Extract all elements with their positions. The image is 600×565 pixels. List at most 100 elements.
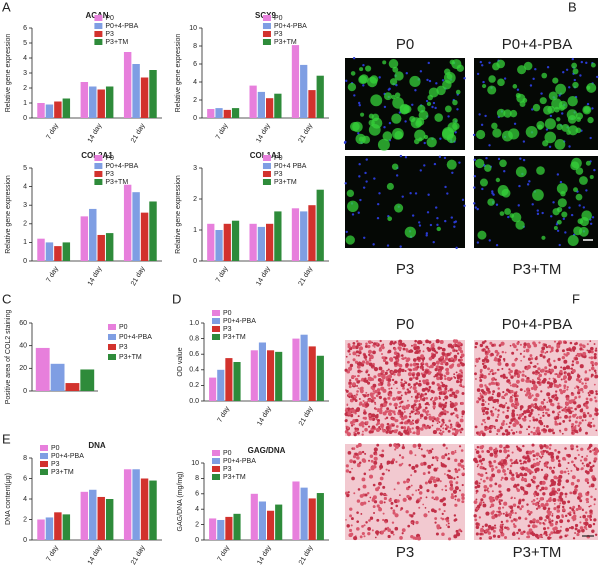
- cell: [415, 500, 420, 504]
- cell: [449, 483, 453, 487]
- cell: [360, 513, 363, 515]
- cell: [444, 424, 447, 426]
- cell: [497, 534, 501, 539]
- cell: [530, 408, 534, 412]
- cell: [459, 374, 463, 378]
- cell: [451, 428, 455, 431]
- cell: [553, 225, 558, 230]
- cell: [456, 532, 461, 537]
- cell: [401, 344, 404, 347]
- cell: [379, 464, 384, 469]
- cell: [457, 341, 462, 346]
- cell: [524, 517, 528, 521]
- nucleus: [359, 198, 362, 202]
- cell: [453, 349, 456, 352]
- cell: [575, 167, 584, 175]
- cell: [412, 443, 417, 448]
- cell: [482, 467, 485, 470]
- cell: [446, 159, 457, 170]
- cell: [516, 531, 519, 535]
- nucleus: [534, 68, 537, 71]
- cell: [408, 377, 413, 381]
- cell: [454, 469, 459, 474]
- nucleus: [552, 201, 555, 204]
- cell: [441, 455, 446, 460]
- fluorescence-image: [343, 56, 466, 151]
- cell: [549, 467, 552, 470]
- cell: [379, 339, 382, 343]
- nucleus: [428, 79, 432, 83]
- cell: [348, 533, 353, 538]
- cell: [434, 396, 438, 401]
- cell: [372, 383, 377, 388]
- cell: [553, 365, 558, 369]
- bar: [300, 487, 308, 540]
- cell: [354, 375, 357, 378]
- cell: [441, 512, 444, 515]
- cell: [350, 414, 354, 418]
- cell: [372, 497, 376, 501]
- cell: [567, 115, 577, 124]
- cell: [548, 518, 551, 522]
- legend-swatch: [262, 39, 271, 45]
- cell: [485, 358, 490, 363]
- cell: [357, 443, 362, 448]
- cell: [377, 383, 381, 386]
- cell: [559, 492, 564, 496]
- bar: [267, 510, 275, 540]
- cell: [582, 514, 587, 519]
- cell: [484, 421, 487, 424]
- cell: [370, 459, 374, 463]
- cell: [386, 182, 394, 191]
- cell: [516, 483, 520, 487]
- cell: [537, 536, 540, 540]
- cell: [525, 348, 530, 353]
- cell: [413, 346, 418, 351]
- cell: [358, 75, 368, 85]
- cell: [475, 489, 479, 493]
- panel-label: A: [2, 0, 11, 14]
- cell: [527, 357, 532, 361]
- cell: [412, 512, 416, 515]
- cell: [424, 369, 429, 374]
- cell: [354, 345, 359, 350]
- y-axis-label: Relative gene expression: [5, 175, 12, 254]
- bar: [45, 517, 54, 540]
- cell: [489, 465, 492, 468]
- cell: [513, 524, 517, 528]
- cell: [543, 372, 547, 376]
- nucleus: [454, 220, 458, 223]
- cell: [518, 413, 523, 418]
- cell: [588, 356, 591, 359]
- cell: [413, 383, 417, 387]
- bar: [274, 93, 282, 118]
- cell: [518, 430, 522, 434]
- cell: [506, 409, 509, 412]
- cell: [393, 413, 396, 416]
- cell: [404, 356, 407, 360]
- cell: [409, 430, 412, 434]
- bar: [231, 108, 240, 118]
- cell: [502, 411, 505, 414]
- cell: [407, 390, 411, 394]
- nucleus: [565, 68, 569, 71]
- cell: [419, 417, 422, 419]
- cell: [548, 91, 558, 101]
- cell: [521, 373, 525, 377]
- cell: [357, 387, 360, 389]
- cell: [577, 529, 581, 533]
- cell: [565, 479, 570, 483]
- cell: [353, 431, 356, 434]
- cell: [513, 374, 516, 377]
- cell: [542, 492, 546, 496]
- cell: [395, 504, 399, 508]
- nucleus: [529, 84, 533, 87]
- cell: [574, 420, 578, 424]
- cell: [451, 432, 455, 436]
- cell: [527, 394, 532, 400]
- cell: [445, 489, 448, 492]
- cell: [479, 178, 488, 187]
- cell: [556, 505, 561, 509]
- cell: [504, 526, 507, 529]
- cell: [532, 475, 537, 480]
